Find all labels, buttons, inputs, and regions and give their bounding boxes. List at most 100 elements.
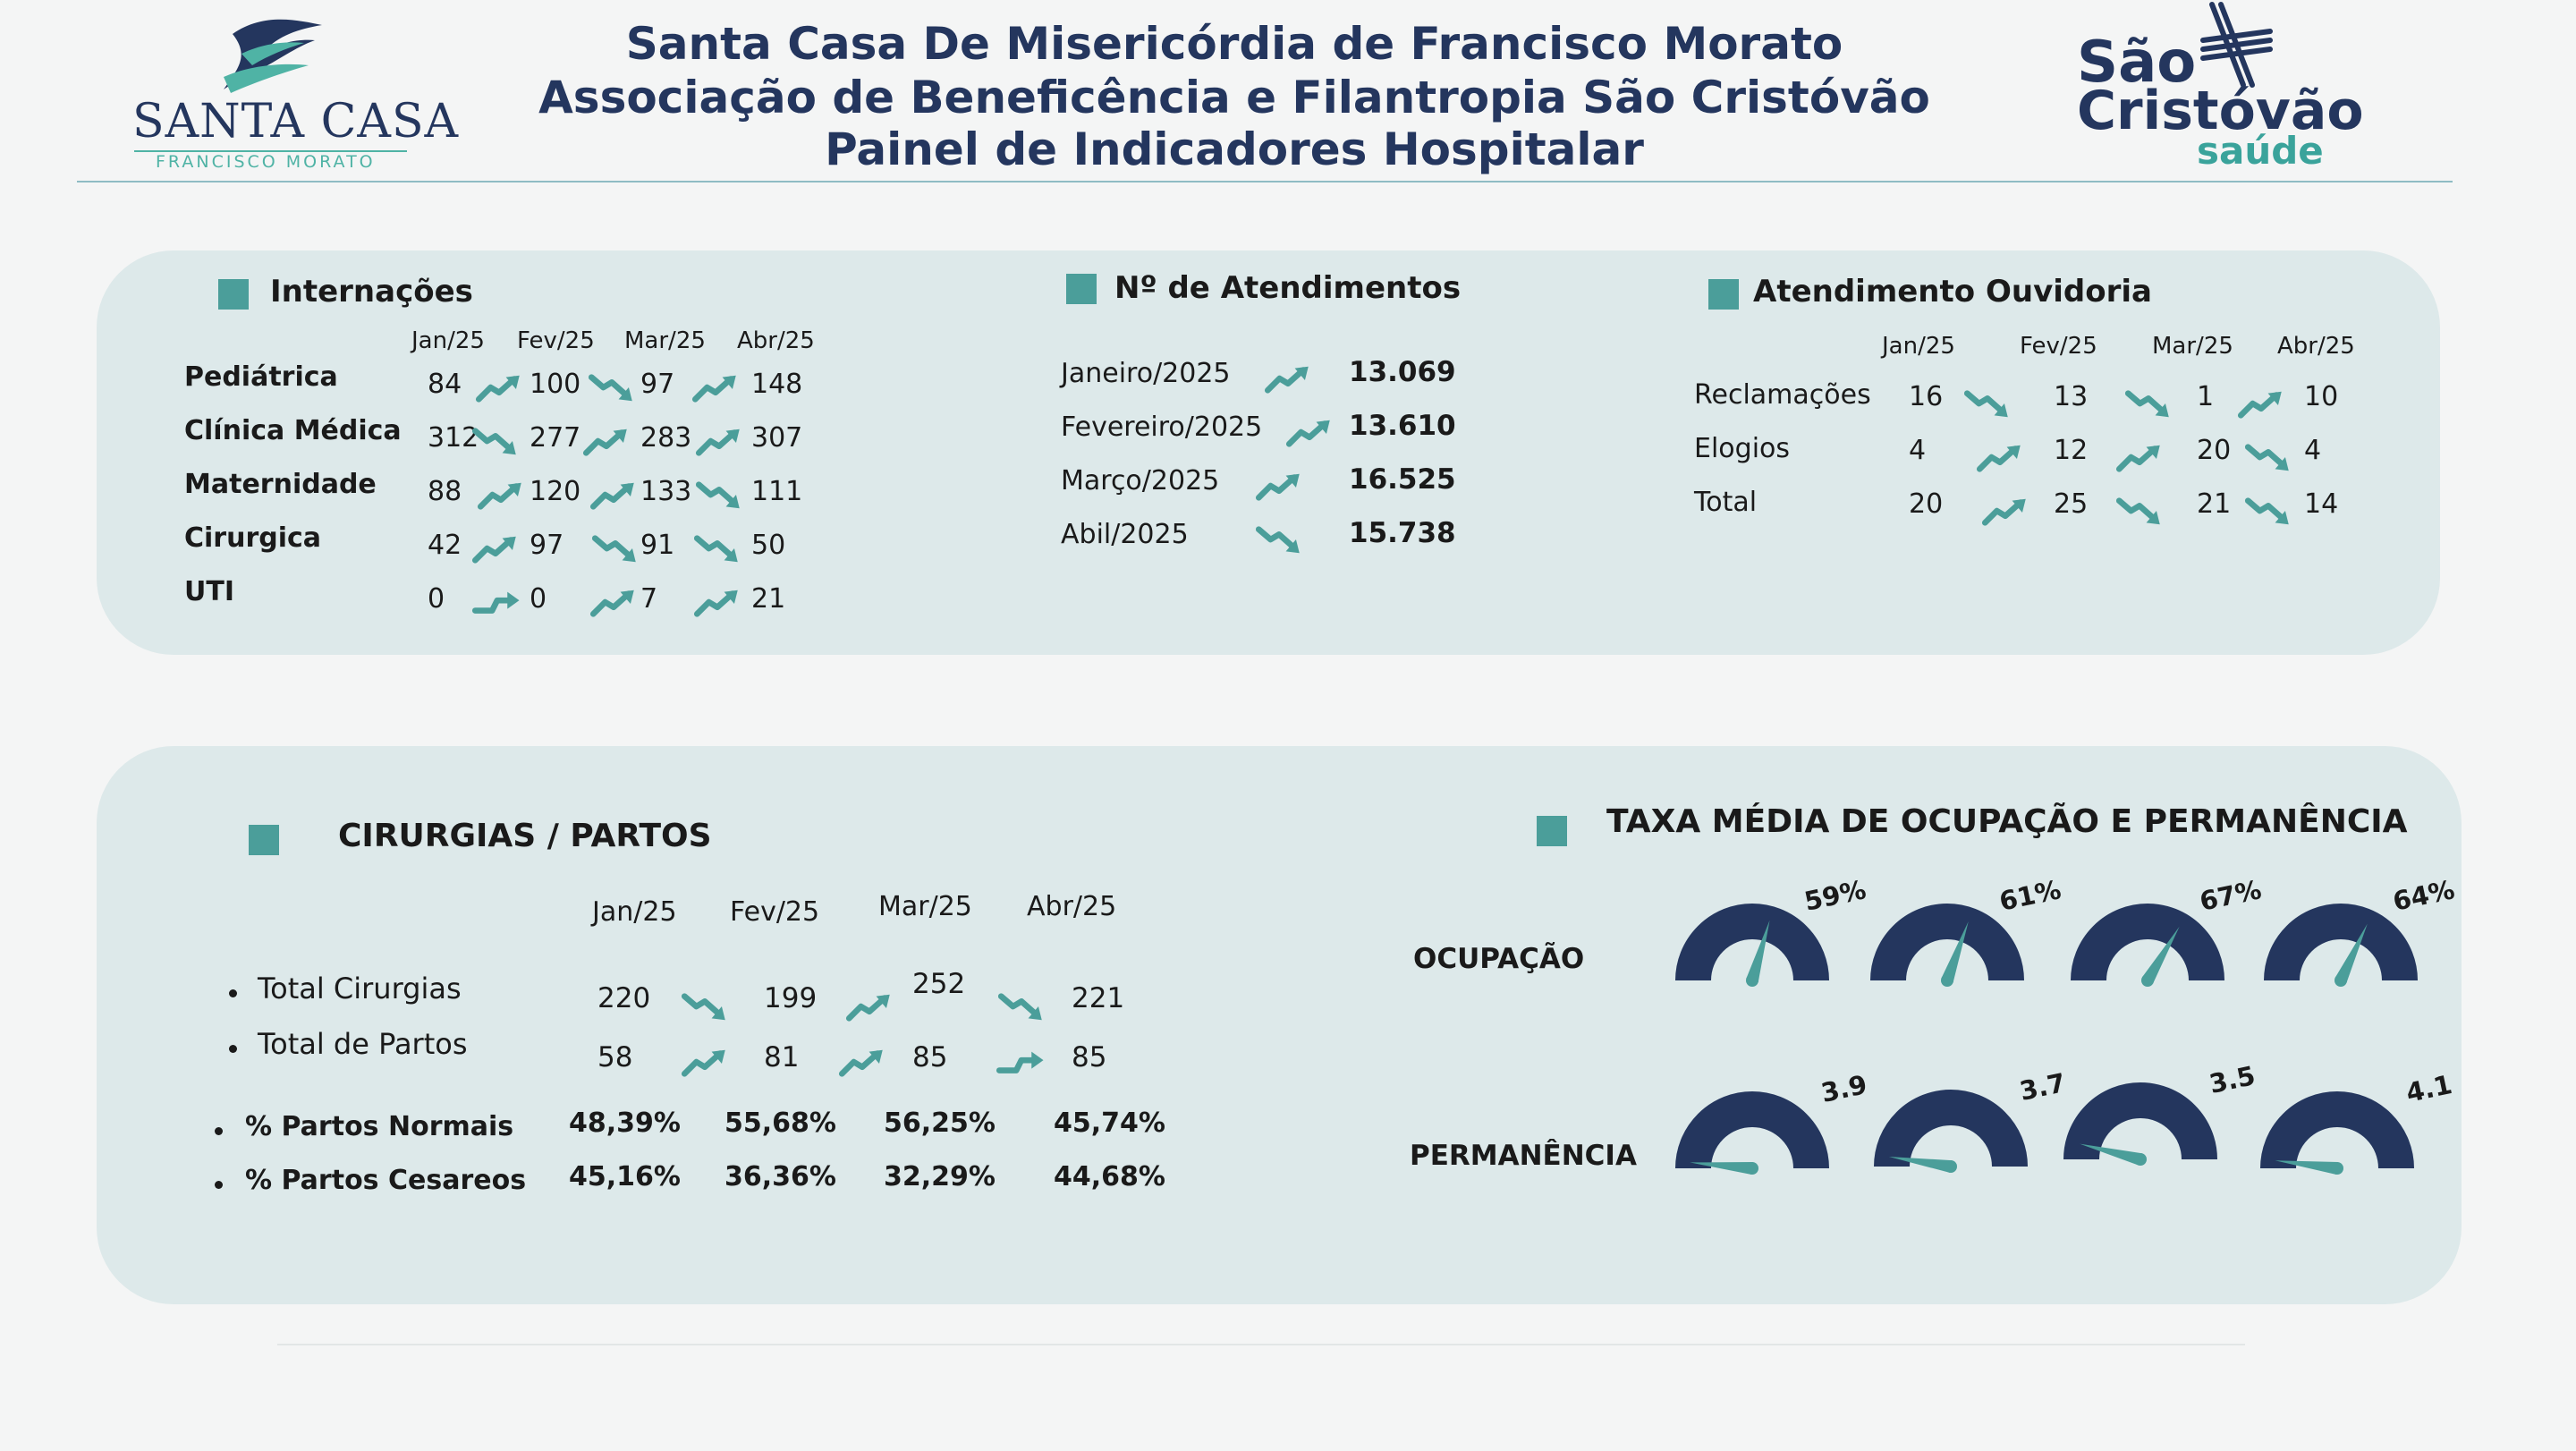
ocupacao-gauge [2070, 898, 2226, 988]
value-cell: 220 [597, 982, 651, 1014]
internacoes-title: Internações [270, 274, 473, 310]
month-header: Jan/25 [592, 896, 677, 928]
row-label: Total [1694, 487, 1758, 518]
value-cell: 277 [530, 422, 581, 454]
month-header: Abr/25 [1027, 891, 1117, 922]
value-cell: 44,68% [1054, 1161, 1165, 1192]
value-cell: 12 [2054, 435, 2089, 466]
bullet [215, 1181, 223, 1189]
row-label: Total de Partos [258, 1027, 468, 1061]
trend-up-icon [470, 533, 521, 565]
value-cell: 88 [428, 476, 462, 507]
row-label: Março/2025 [1061, 465, 1220, 496]
value-cell: 21 [751, 583, 786, 615]
row-label: Total Cirurgias [258, 972, 462, 1006]
bullet [215, 1127, 223, 1135]
value-cell: 50 [751, 530, 786, 561]
permanencia-gauge [2259, 1086, 2416, 1175]
internacoes-marker-icon [218, 279, 249, 310]
permanencia-gauge [2063, 1077, 2219, 1167]
cirurgias-marker-icon [249, 825, 279, 855]
trend-down-icon [587, 372, 637, 404]
trend-down-icon [2243, 496, 2293, 528]
trend-up-icon [476, 479, 526, 512]
value-cell: 0 [428, 583, 445, 615]
value-cell: 81 [764, 1041, 800, 1073]
value-cell: 312 [428, 422, 479, 454]
ouvidoria-title: Atendimento Ouvidoria [1753, 274, 2152, 310]
value-cell: 307 [751, 422, 803, 454]
trend-up-icon [694, 426, 744, 458]
trend-down-icon [996, 991, 1046, 1023]
logo-underline [134, 150, 407, 152]
trend-down-icon [1254, 524, 1304, 556]
trend-up-icon [692, 587, 742, 619]
value-cell: 7 [640, 583, 658, 615]
value-cell: 97 [640, 369, 675, 400]
bullet [229, 989, 237, 997]
santa-casa-logo: SANTA CASA FRANCISCO MORATO [125, 16, 458, 173]
value-cell: 221 [1072, 982, 1125, 1014]
value-cell: 100 [530, 369, 581, 400]
trend-up-icon [1263, 363, 1313, 395]
trend-up-icon [2114, 442, 2165, 474]
row-label: Clínica Médica [184, 415, 402, 446]
value-cell: 1 [2197, 381, 2215, 412]
value-cell: 4 [1909, 435, 1927, 466]
trend-down-icon [590, 533, 640, 565]
row-label: UTI [184, 576, 234, 607]
value-cell: 25 [2054, 488, 2089, 520]
trend-up-icon [1980, 496, 2030, 528]
trend-down-icon [692, 533, 742, 565]
sao-cristovao-line1: São [2077, 30, 2197, 96]
trend-up-icon [844, 991, 894, 1023]
ocupacao-gauge [1869, 898, 2026, 988]
trend-down-icon [2123, 388, 2174, 420]
permanencia-label: PERMANÊNCIA [1410, 1140, 1637, 1172]
value-cell: 85 [912, 1041, 948, 1073]
value-cell: 0 [530, 583, 547, 615]
trend-flat-icon [995, 1047, 1045, 1079]
value-cell: 252 [912, 968, 966, 1000]
value-cell: 84 [428, 369, 462, 400]
trend-up-icon [474, 372, 524, 404]
value-cell: 4 [2304, 435, 2322, 466]
value-cell: 20 [2197, 435, 2232, 466]
row-label: Janeiro/2025 [1061, 358, 1231, 389]
footer-divider [277, 1344, 2245, 1345]
row-label: Fevereiro/2025 [1061, 412, 1263, 443]
value-cell: 15.738 [1349, 517, 1456, 549]
permanencia-gauge [1873, 1084, 2029, 1174]
bullet [229, 1045, 237, 1053]
value-cell: 16 [1909, 381, 1944, 412]
trend-down-icon [694, 479, 744, 512]
row-label: Maternidade [184, 469, 377, 500]
santa-casa-logo-sub: FRANCISCO MORATO [156, 152, 376, 172]
trend-down-icon [1962, 388, 2012, 420]
trend-up-icon [589, 479, 639, 512]
trend-up-icon [680, 1047, 730, 1079]
value-cell: 120 [530, 476, 581, 507]
value-cell: 91 [640, 530, 675, 561]
bottom-panel [97, 746, 2462, 1304]
value-cell: 55,68% [724, 1107, 836, 1139]
trend-down-icon [2114, 496, 2165, 528]
month-header: Jan/25 [1882, 333, 1955, 360]
cirurgias-title: CIRURGIAS / PARTOS [338, 818, 712, 854]
value-cell: 14 [2304, 488, 2339, 520]
page-title-line3: Painel de Indicadores Hospitalar [825, 123, 1644, 175]
trend-up-icon [581, 426, 631, 458]
wave-icon [224, 19, 322, 93]
value-cell: 42 [428, 530, 462, 561]
atendimentos-marker-icon [1066, 274, 1097, 304]
row-label: % Partos Normais [245, 1111, 514, 1142]
value-cell: 56,25% [884, 1107, 996, 1139]
row-label: % Partos Cesareos [245, 1165, 527, 1196]
month-header: Mar/25 [878, 891, 972, 922]
month-header: Mar/25 [2152, 333, 2233, 360]
trend-up-icon [589, 587, 639, 619]
permanencia-gauge [1674, 1086, 1831, 1175]
header-divider [77, 181, 2453, 182]
value-cell: 13.069 [1349, 356, 1456, 388]
value-cell: 16.525 [1349, 463, 1456, 496]
